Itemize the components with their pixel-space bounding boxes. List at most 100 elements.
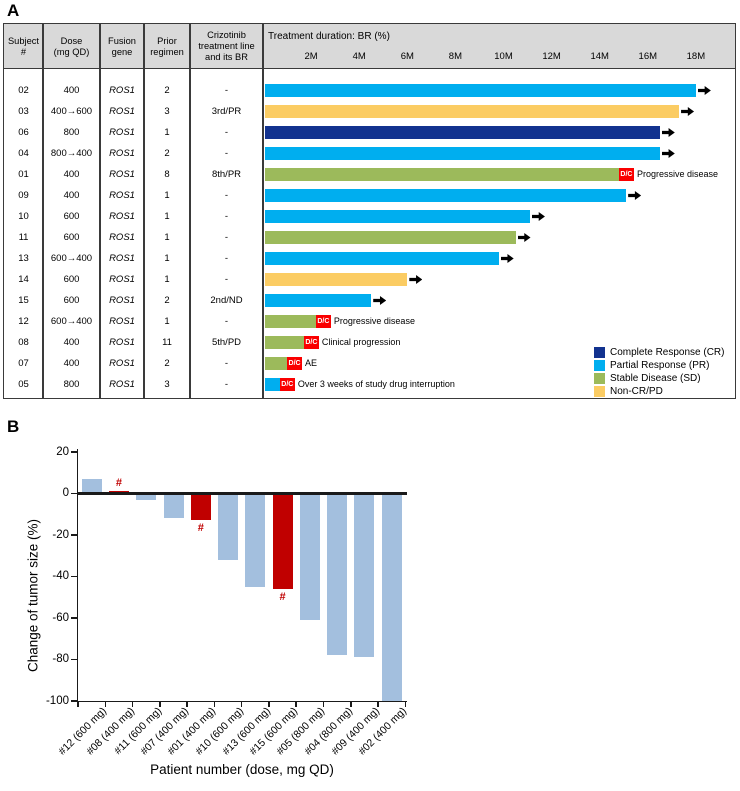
table-cell-subject: 13 xyxy=(18,253,29,264)
table-cell-dose: 400 xyxy=(63,85,80,96)
table-header-cell: Fusion gene xyxy=(100,24,144,69)
table-cell-fusion_gene: ROS1 xyxy=(109,211,135,222)
ongoing-arrow-icon xyxy=(409,275,423,284)
waterfall-y-tick xyxy=(71,575,77,578)
discontinuation-annotation: AE xyxy=(305,358,318,368)
waterfall-y-tick xyxy=(71,534,77,536)
legend-item: Partial Response (PR) xyxy=(594,360,734,371)
table-cell-fusion_gene: ROS1 xyxy=(109,253,135,264)
legend-label: Partial Response (PR) xyxy=(610,360,710,371)
waterfall-x-tick xyxy=(240,701,243,707)
table-header-line: regimen xyxy=(150,46,184,57)
table-cell-fusion_gene: ROS1 xyxy=(109,316,135,327)
swimmer-month-tick-label: 14M xyxy=(590,51,609,62)
swimmer-bar-subject-11 xyxy=(264,231,516,244)
waterfall-x-tick xyxy=(186,701,188,707)
table-cell-crizotinib_line_br: - xyxy=(224,232,229,243)
table-header-line: (mg QD) xyxy=(53,46,90,57)
waterfall-y-tick xyxy=(71,451,77,453)
swimmer-month-tick-label: 2M xyxy=(304,51,318,62)
legend-item: Complete Response (CR) xyxy=(594,347,734,358)
table-cell-prior_regimen: 1 xyxy=(164,253,170,264)
table-cell-subject: 11 xyxy=(18,232,29,243)
table-header-cell: Subject # xyxy=(4,24,43,69)
waterfall-x-tick xyxy=(377,701,379,707)
table-cell-prior_regimen: 2 xyxy=(164,358,170,369)
table-cell-dose: 600 xyxy=(63,274,80,285)
waterfall-bar-#07 xyxy=(163,493,184,519)
table-cell-fusion_gene: ROS1 xyxy=(109,337,135,348)
table-cell-subject: 01 xyxy=(18,169,29,180)
legend-swatch xyxy=(594,360,605,371)
table-cell-dose: 400 xyxy=(63,190,80,201)
waterfall-y-axis-line xyxy=(76,449,79,702)
table-cell-prior_regimen: 1 xyxy=(164,316,170,327)
waterfall-x-tick xyxy=(159,701,161,707)
ongoing-arrow-icon xyxy=(697,86,711,95)
table-cell-prior_regimen: 1 xyxy=(164,274,170,285)
table-cell-subject: 12 xyxy=(18,316,29,327)
swimmer-bar-subject-10 xyxy=(264,210,530,223)
waterfall-x-tick xyxy=(295,701,298,707)
table-cell-dose: 800 xyxy=(63,379,80,390)
waterfall-bar-#13 xyxy=(245,493,266,587)
table-cell-subject: 02 xyxy=(18,85,29,96)
waterfall-bar-#01 xyxy=(190,493,211,521)
table-header-line: Dose xyxy=(60,35,83,46)
waterfall-y-axis-title: Change of tumor size (%) xyxy=(25,518,41,673)
swimmer-bar-subject-14 xyxy=(264,273,408,286)
table-cell-fusion_gene: ROS1 xyxy=(109,358,135,369)
legend-item: Non-CR/PD xyxy=(594,386,734,397)
waterfall-x-tick xyxy=(104,701,107,707)
table-cell-prior_regimen: 1 xyxy=(164,232,170,243)
waterfall-x-tick xyxy=(77,701,79,707)
table-header-line: Crizotinib xyxy=(207,30,246,41)
legend-swatch xyxy=(594,373,605,384)
table-cell-subject: 14 xyxy=(18,274,29,285)
table-cell-prior_regimen: 11 xyxy=(162,337,172,348)
panel-a-label: A xyxy=(7,1,20,20)
table-cell-subject: 07 xyxy=(18,358,29,369)
waterfall-y-tick-label: -40 xyxy=(52,570,69,582)
table-column-divider xyxy=(143,24,145,398)
swimmer-month-tick-label: 8M xyxy=(448,51,462,62)
discontinuation-annotation: Progressive disease xyxy=(333,316,415,326)
waterfall-x-tick xyxy=(268,701,270,707)
waterfall-y-tick xyxy=(71,700,77,702)
legend-label: Stable Disease (SD) xyxy=(610,373,701,384)
table-cell-fusion_gene: ROS1 xyxy=(109,127,135,138)
table-header-line: Fusion xyxy=(108,35,136,46)
ongoing-arrow-icon xyxy=(517,233,531,242)
legend-item: Stable Disease (SD) xyxy=(594,373,734,384)
table-cell-fusion_gene: ROS1 xyxy=(109,379,135,390)
ongoing-arrow-icon xyxy=(531,212,545,221)
waterfall-x-axis-title: Patient number (dose, mg QD) xyxy=(150,762,334,777)
legend-label: Complete Response (CR) xyxy=(610,347,725,358)
discontinuation-annotation: Clinical progression xyxy=(321,337,401,347)
swimmer-bar-subject-02 xyxy=(264,84,696,97)
swimmer-plot-panel: Treatment duration: BR (%) Subject # Dose(… xyxy=(3,23,736,399)
waterfall-zero-line xyxy=(76,492,407,495)
table-cell-fusion_gene: ROS1 xyxy=(109,169,135,180)
table-cell-dose: 600 xyxy=(63,211,80,222)
table-column-divider xyxy=(99,24,101,398)
table-cell-dose: 600→400 xyxy=(50,316,93,327)
table-cell-dose: 400→600 xyxy=(50,106,93,117)
table-cell-fusion_gene: ROS1 xyxy=(109,190,135,201)
table-cell-subject: 09 xyxy=(18,190,29,201)
waterfall-y-tick-label: 0 xyxy=(62,487,69,499)
table-header-cell: Prior regimen xyxy=(144,24,190,69)
swimmer-axis-title: Treatment duration: BR (%) xyxy=(268,31,390,42)
waterfall-x-tick xyxy=(131,701,134,707)
table-cell-subject: 08 xyxy=(18,337,29,348)
waterfall-y-tick-label: -60 xyxy=(52,611,69,624)
waterfall-bar-#15 xyxy=(272,493,293,589)
discontinued-flag: D/C xyxy=(287,357,303,370)
table-cell-crizotinib_line_br: 2nd/ND xyxy=(210,295,243,306)
discontinued-flag: D/C xyxy=(279,378,295,391)
table-header-line: gene xyxy=(111,46,133,57)
table-cell-subject: 05 xyxy=(18,379,29,390)
ongoing-arrow-icon xyxy=(661,149,675,158)
table-cell-crizotinib_line_br: - xyxy=(224,211,229,222)
